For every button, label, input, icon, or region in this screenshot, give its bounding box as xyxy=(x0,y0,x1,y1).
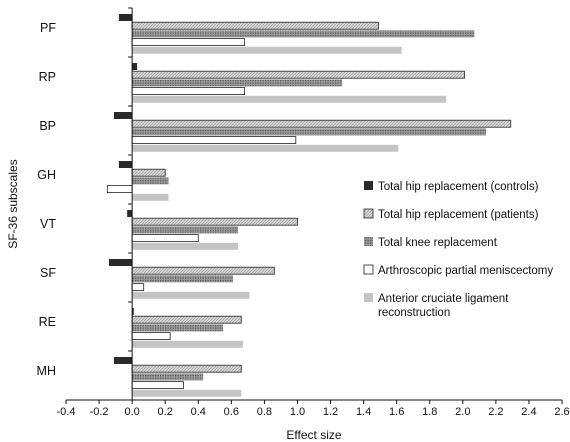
bar-vt-series-2 xyxy=(131,217,298,226)
x-tick-label: 2.0 xyxy=(455,406,470,418)
bar-gh-series-4 xyxy=(106,185,133,194)
bar-vt-series-5 xyxy=(132,242,238,250)
x-tick-label: 2.4 xyxy=(521,406,536,418)
bar-bp-series-3 xyxy=(132,128,486,136)
bar-sf-series-1 xyxy=(108,259,133,266)
x-tick-label: 0.0 xyxy=(124,406,139,418)
x-tick-label: 1.6 xyxy=(389,406,404,418)
bar-mh-series-5 xyxy=(132,389,242,397)
bar-pf-series-5 xyxy=(132,46,402,54)
tick-labels-layer: -0.4 -0.2 0.0 0.2 0.4 0.6 0.8 1.0 1.2 1.4 1.6 1.8 2.… xyxy=(57,406,570,418)
x-tick-label: 1.4 xyxy=(356,406,371,418)
bar-vt-series-1 xyxy=(127,210,133,217)
bar-rp-series-1 xyxy=(132,63,138,70)
bar-sf-series-4 xyxy=(131,283,145,292)
category-label-bp: BP xyxy=(39,119,56,133)
legend: Total hip replacement (controls) Total hi… xyxy=(363,181,553,319)
legend-label-1: Total hip replacement (controls) xyxy=(378,181,539,193)
bar-sf-series-3 xyxy=(132,275,233,283)
bar-vt-series-3 xyxy=(132,226,238,234)
bar-mh-series-3 xyxy=(132,373,204,381)
bar-re-series-2 xyxy=(131,315,242,324)
bar-rp-series-2 xyxy=(131,70,465,79)
x-tick-label: 0.6 xyxy=(224,406,239,418)
bar-mh-series-4 xyxy=(131,381,184,390)
bar-pf-series-1 xyxy=(118,14,133,21)
x-tick-label: 1.8 xyxy=(422,406,437,418)
x-tick-label: -0.2 xyxy=(90,406,109,418)
bar-rp-series-3 xyxy=(132,79,343,87)
bar-mh-series-2 xyxy=(131,364,242,373)
bar-gh-series-2 xyxy=(131,168,166,177)
x-tick-label: 0.2 xyxy=(158,406,173,418)
bar-rp-series-5 xyxy=(132,95,447,103)
x-tick-label: 0.8 xyxy=(257,406,272,418)
bar-sf-series-5 xyxy=(132,291,250,299)
bar-pf-series-3 xyxy=(132,30,475,38)
bar-gh-series-3 xyxy=(132,177,169,185)
bar-re-series-4 xyxy=(131,332,171,341)
category-labels-layer: PF RP BP GH VT SF RE MH xyxy=(37,21,57,378)
bar-mh-series-1 xyxy=(113,357,133,364)
category-label-gh: GH xyxy=(37,168,56,182)
bars-layer xyxy=(106,14,512,397)
bar-pf-series-4 xyxy=(131,38,245,46)
x-axis-label: Effect size xyxy=(286,428,341,442)
legend-label-2: Total hip replacement (patients) xyxy=(378,209,539,221)
category-label-pf: PF xyxy=(40,21,56,35)
x-tick-label: 0.4 xyxy=(191,406,206,418)
bar-gh-series-1 xyxy=(118,161,133,168)
legend-label-4: Arthroscopic partial meniscectomy xyxy=(378,265,553,277)
legend-label-3: Total knee replacement xyxy=(378,237,498,249)
bar-pf-series-2 xyxy=(131,21,379,30)
bar-bp-series-2 xyxy=(131,119,512,128)
bar-gh-series-5 xyxy=(132,193,169,201)
bar-re-series-5 xyxy=(132,340,243,348)
x-tick-label: -0.4 xyxy=(57,406,76,418)
category-label-rp: RP xyxy=(39,70,56,84)
category-label-sf: SF xyxy=(40,266,56,280)
y-axis-label: SF-36 subscales xyxy=(6,159,20,248)
category-label-mh: MH xyxy=(37,364,56,378)
legend-label-5: Anterior cruciate ligament reconstruction xyxy=(378,293,509,319)
legend-swatch-4 xyxy=(363,264,374,275)
category-label-re: RE xyxy=(39,315,56,329)
bar-re-series-1 xyxy=(132,308,134,315)
bar-sf-series-2 xyxy=(131,266,275,275)
axes-layer xyxy=(65,7,563,404)
legend-swatch-5 xyxy=(364,293,373,302)
x-tick-label: 1.2 xyxy=(323,406,338,418)
bar-re-series-3 xyxy=(132,324,224,332)
category-label-vt: VT xyxy=(40,217,56,231)
legend-swatch-2 xyxy=(363,208,374,219)
x-tick-label: 1.0 xyxy=(290,406,305,418)
bar-rp-series-4 xyxy=(131,87,245,95)
bar-bp-series-4 xyxy=(131,136,297,145)
x-tick-label: 2.2 xyxy=(488,406,503,418)
legend-swatch-3 xyxy=(364,237,373,246)
x-tick-label: 2.6 xyxy=(554,406,569,418)
bar-bp-series-1 xyxy=(113,112,133,119)
legend-swatch-1 xyxy=(364,181,373,190)
bar-bp-series-5 xyxy=(132,144,399,152)
bar-vt-series-4 xyxy=(131,234,199,243)
